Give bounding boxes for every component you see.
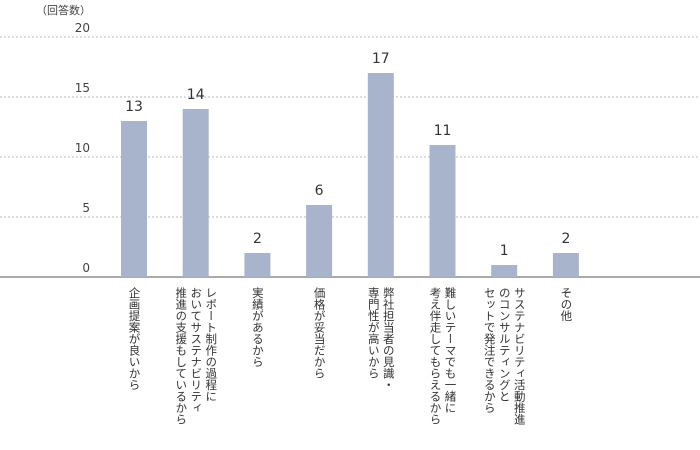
category-label: 実績があるから [250,287,265,368]
category-label: レポート制作の過程に おいてサステナビリティ 推進の支援もしているから [174,287,219,425]
y-tick-label: 15 [75,81,90,95]
value-label: 2 [561,231,570,247]
bar [367,73,394,277]
category-label: サステナビリティ活動推進 のコンサルティングと セットで発注できるから [482,287,527,425]
value-label: 2 [253,231,262,247]
bar [121,121,147,277]
bar-layer [121,73,579,277]
y-tick-label: 20 [75,21,90,35]
bar [182,109,209,277]
bar [244,253,271,277]
value-label: 1 [500,243,509,259]
value-label: 11 [434,123,452,139]
y-tick-label: 5 [82,201,90,215]
category-label: その他 [559,287,574,322]
y-tick-layer: 0 5 10 15 20 [75,21,90,275]
bar [552,253,579,277]
value-label: 17 [372,51,390,67]
category-label: 弊社担当者の見識・ 専門性が高いから [366,287,396,391]
y-tick-label: 0 [82,261,90,275]
grid-layer [0,36,700,278]
category-label: 難しいテーマでも一緒に 考え伴走してもらえるから [428,287,458,425]
category-label: 企画提案が良いから [127,287,142,391]
category-label: 価格が妥当だから [312,287,327,379]
value-label: 13 [125,99,143,115]
value-label: 14 [187,87,205,103]
bar [491,265,518,277]
y-tick-label: 10 [75,141,90,155]
bar [429,145,456,277]
y-axis-unit-label: （回答数） [36,4,91,17]
bar [306,205,333,277]
value-label: 6 [315,183,324,199]
